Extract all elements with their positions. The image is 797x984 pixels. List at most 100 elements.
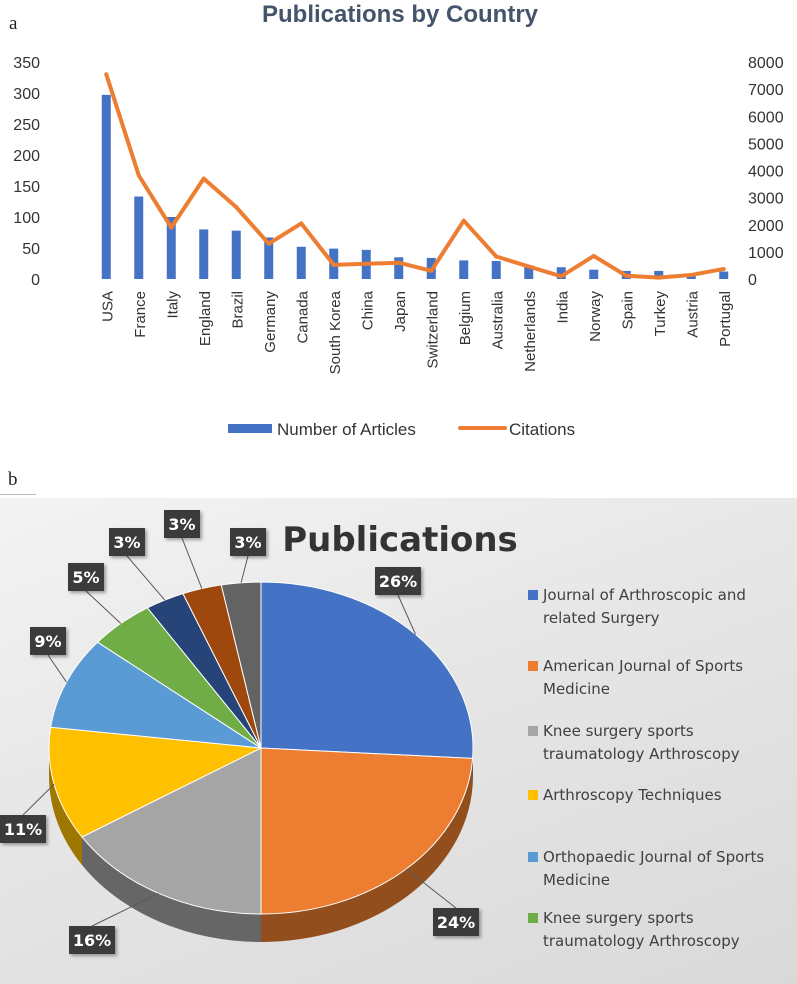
right-axis-tick-label: 1000 bbox=[748, 245, 784, 262]
pie-legend-swatch bbox=[528, 726, 538, 736]
citations-point bbox=[526, 264, 531, 269]
category-label: Switzerland bbox=[424, 291, 441, 369]
bar-articles bbox=[589, 269, 599, 279]
legend-label-articles: Number of Articles bbox=[277, 420, 416, 439]
category-label: Belgium bbox=[457, 291, 474, 345]
bar-articles bbox=[394, 257, 404, 279]
pie-legend-item: Journal of Arthroscopic and related Surg… bbox=[528, 584, 790, 630]
panel-label-a: a bbox=[9, 13, 18, 34]
citations-point bbox=[169, 225, 174, 230]
bar-articles bbox=[296, 246, 306, 279]
category-label: France bbox=[132, 291, 149, 338]
pie-label-box bbox=[30, 627, 66, 655]
pie-label-box bbox=[164, 510, 200, 538]
category-label: India bbox=[554, 290, 571, 323]
pie-leader-line bbox=[91, 893, 160, 927]
pie-legend-label: American Journal of Sports Medicine bbox=[543, 657, 744, 698]
citations-point bbox=[331, 262, 336, 267]
pie-leader-line bbox=[22, 783, 55, 816]
left-axis-tick-label: 150 bbox=[13, 179, 40, 196]
pie-legend-swatch bbox=[528, 790, 538, 800]
pie-label-box bbox=[433, 908, 479, 936]
right-axis-tick-label: 8000 bbox=[748, 55, 784, 72]
left-axis-tick-label: 100 bbox=[13, 210, 40, 227]
pie-label-box bbox=[109, 528, 145, 556]
citations-point bbox=[721, 266, 726, 271]
citations-point bbox=[364, 261, 369, 266]
left-axis-tick-label: 200 bbox=[13, 148, 40, 165]
right-axis-tick-label: 7000 bbox=[748, 82, 784, 99]
pie-data-label: 24% bbox=[437, 913, 475, 932]
pie-legend-item: Orthopaedic Journal of Sports Medicine bbox=[528, 846, 790, 892]
category-label: England bbox=[197, 291, 214, 346]
bar-articles bbox=[134, 196, 144, 279]
left-axis-tick-label: 0 bbox=[31, 272, 40, 289]
category-label: USA bbox=[99, 291, 116, 322]
pie-legend-swatch bbox=[528, 661, 538, 671]
pie-data-label: 9% bbox=[34, 632, 61, 651]
category-label: Italy bbox=[164, 291, 181, 319]
pie-data-label: 26% bbox=[379, 572, 417, 591]
category-label: Australia bbox=[489, 290, 506, 349]
category-label: Brazil bbox=[229, 291, 246, 329]
pie-legend-label: Journal of Arthroscopic and related Surg… bbox=[543, 586, 746, 627]
bar-articles bbox=[101, 94, 111, 279]
pie-leader-line bbox=[85, 590, 122, 624]
citations-point bbox=[656, 275, 661, 280]
citations-point bbox=[689, 272, 694, 277]
pie-legend-item: Knee surgery sports traumatology Arthros… bbox=[528, 720, 790, 766]
citations-point bbox=[624, 273, 629, 278]
left-axis-tick-label: 350 bbox=[13, 55, 40, 72]
pie-legend-item: Arthroscopy Techniques bbox=[528, 784, 790, 807]
chart-publications-by-country: Publications by Country 0 50 100 150 200 250 3… bbox=[13, 1, 784, 439]
pie-legend-item: American Journal of Sports Medicine bbox=[528, 655, 790, 701]
pie-label-box bbox=[375, 567, 421, 595]
panel-divider bbox=[0, 494, 36, 495]
citations-point bbox=[396, 260, 401, 265]
pie-data-label: 11% bbox=[4, 820, 42, 839]
bar-articles bbox=[556, 267, 566, 279]
bar-articles bbox=[491, 261, 501, 279]
pie-leader-line bbox=[405, 868, 457, 909]
pie-legend-swatch bbox=[528, 852, 538, 862]
pie-slice bbox=[50, 641, 262, 749]
pie-side-wall bbox=[82, 836, 262, 942]
category-label: Germany bbox=[262, 291, 279, 353]
citations-point bbox=[591, 253, 596, 258]
pie-legend-item: Knee surgery sports traumatology Arthros… bbox=[528, 907, 790, 953]
bar-articles bbox=[654, 270, 664, 279]
pie-title: Publications bbox=[282, 520, 518, 560]
category-label: Netherlands bbox=[522, 291, 539, 372]
citations-point bbox=[494, 254, 499, 259]
pie-data-label: 3% bbox=[113, 533, 140, 552]
bar-articles bbox=[719, 271, 729, 279]
pie-leader-line bbox=[126, 555, 166, 601]
pie-legend-swatch bbox=[528, 590, 538, 600]
right-axis-tick-label: 3000 bbox=[748, 191, 784, 208]
pie-data-label: 5% bbox=[72, 568, 99, 587]
citations-point bbox=[201, 176, 206, 181]
pie-leader-line bbox=[181, 537, 203, 589]
citations-point bbox=[266, 241, 271, 246]
pie-slice bbox=[81, 747, 262, 915]
category-label: South Korea bbox=[327, 290, 344, 374]
category-label: Canada bbox=[294, 290, 311, 343]
pie-data-label: 3% bbox=[168, 515, 195, 534]
category-label: Portugal bbox=[717, 291, 734, 347]
citations-point bbox=[429, 268, 434, 273]
pie-legend-label: Arthroscopy Techniques bbox=[543, 786, 722, 804]
pie-label-box bbox=[0, 815, 46, 843]
category-label: Turkey bbox=[652, 291, 669, 337]
bar-articles bbox=[199, 229, 209, 279]
bar-articles bbox=[524, 265, 534, 279]
left-axis-tick-label: 50 bbox=[22, 241, 40, 258]
pie-legend-label: Knee surgery sports traumatology Arthros… bbox=[543, 909, 740, 950]
legend-label-citations: Citations bbox=[509, 420, 575, 439]
citations-point bbox=[461, 218, 466, 223]
citations-point bbox=[234, 205, 239, 210]
pie-label-box bbox=[230, 528, 266, 556]
bar-articles bbox=[231, 230, 241, 279]
category-label: Austria bbox=[684, 290, 701, 337]
pie-slice bbox=[260, 747, 474, 915]
right-axis-tick-label: 0 bbox=[748, 272, 757, 289]
